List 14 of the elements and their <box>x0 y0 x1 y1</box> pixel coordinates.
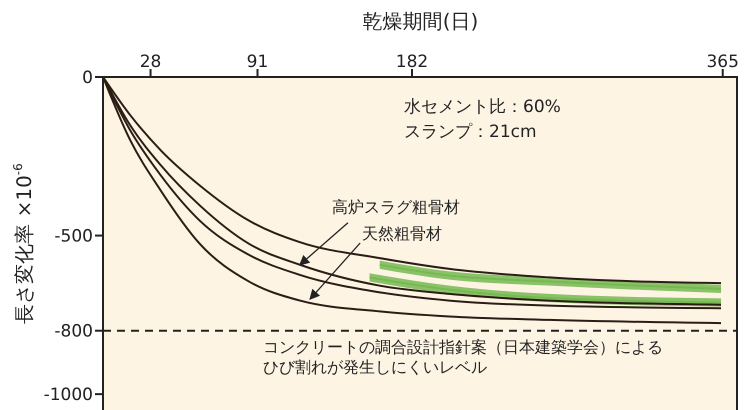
annotation: スランプ：21cm <box>404 122 537 142</box>
ref-line-label: コンクリートの調合設計指針案（日本建築学会）によるひび割れが発生しにくいレベル <box>263 338 663 377</box>
x-tick-label: 91 <box>246 52 268 72</box>
y-tick-label: -500 <box>54 226 93 247</box>
x-tick-label: 365 <box>706 52 739 72</box>
y-tick-label: -800 <box>54 322 93 342</box>
x-tick-label: 182 <box>396 52 428 72</box>
y-tick-label: -1000 <box>44 385 93 406</box>
annotation: 水セメント比：60% <box>404 97 561 117</box>
x-tick-label: 28 <box>140 52 162 72</box>
annotation: 天然粗骨材 <box>362 224 442 243</box>
y-tick-label: 0 <box>82 68 93 88</box>
annotation: 高炉スラグ粗骨材 <box>332 198 460 217</box>
x-axis-title: 乾燥期間(日) <box>362 8 480 35</box>
